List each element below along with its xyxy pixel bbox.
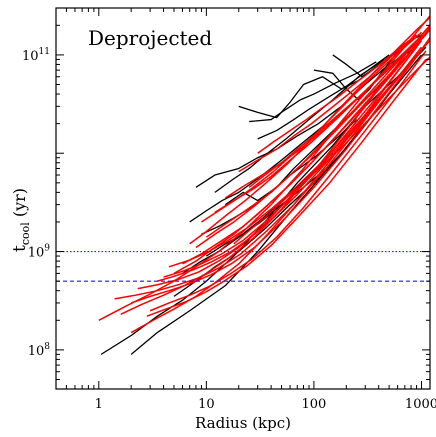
x-tick-label: 1000 [405, 397, 436, 412]
y-axis-label-main: t [10, 245, 30, 252]
series-line-red-28 [233, 56, 430, 245]
series-line-red-23 [182, 27, 430, 265]
x-tick-labels: 1 10 100 1000 [95, 397, 436, 412]
y-tick-label: 109 [28, 244, 51, 261]
chart-title: Deprojected [88, 26, 212, 50]
y-tick-label-exponent: 8 [44, 342, 50, 352]
reference-lines [56, 251, 430, 282]
series-line-black-5 [249, 61, 377, 123]
series-line-red-29 [157, 50, 423, 282]
series-line-black-10 [189, 123, 327, 223]
x-tick-label: 10 [198, 397, 215, 412]
y-axis-label: tcool (yr) [10, 188, 32, 252]
series-layer [98, 15, 430, 355]
y-tick-label-exponent: 11 [39, 47, 50, 57]
y-tick-label-exponent: 9 [44, 244, 50, 254]
series-line-red-21 [163, 54, 418, 278]
series-line-black-6 [257, 54, 390, 140]
tick-marks [55, 7, 430, 390]
x-tick-label: 1 [95, 397, 103, 412]
series-line-red-30 [114, 46, 423, 300]
x-tick-label: 100 [302, 397, 327, 412]
series-line-red-33 [201, 31, 422, 223]
series-line-red-35 [257, 34, 418, 154]
y-tick-label-base: 10 [28, 344, 45, 359]
x-axis-label: Radius (kpc) [195, 414, 291, 432]
plot-frame [55, 7, 431, 390]
y-axis-label-sub: cool [19, 222, 32, 245]
y-tick-label: 108 [28, 342, 51, 359]
series-line-red-19 [130, 37, 430, 304]
y-tick-label-base: 10 [22, 49, 39, 64]
series-line-red-25 [205, 40, 423, 238]
series-line-red-36 [238, 37, 415, 173]
series-line-red-31 [248, 29, 430, 188]
y-tick-label: 1011 [22, 47, 50, 64]
y-axis-label-unit: (yr) [10, 188, 29, 222]
series-line-black-2 [195, 46, 417, 188]
series-line-red-20 [149, 50, 427, 312]
series-line-red-34 [168, 40, 430, 268]
series-line-red-37 [146, 58, 427, 317]
y-tick-label-base: 10 [28, 246, 45, 261]
